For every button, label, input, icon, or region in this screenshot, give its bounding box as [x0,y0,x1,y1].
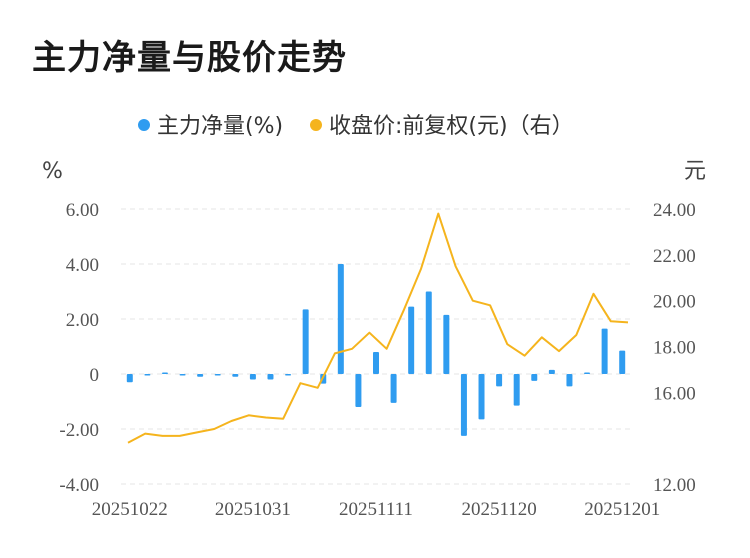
close-price-line [127,212,629,444]
x-axis-tick-label: 20251120 [461,499,536,520]
x-axis-tick-label: 20251111 [339,499,413,520]
net-flow-bar [197,374,204,377]
net-flow-bar [390,374,397,403]
x-axis-tick-label: 20251031 [215,499,291,520]
net-flow-bar [267,374,274,380]
net-flow-bar [144,374,151,376]
net-flow-bar [232,374,239,377]
x-axis-tick-label: 20251201 [584,499,660,520]
net-flow-bar [302,309,309,374]
legend-marker-net-flow [138,119,150,131]
left-axis-tick-label: -2.00 [59,420,99,441]
right-axis-tick-label: 22.00 [653,246,696,267]
left-axis-tick-label: 0 [90,365,100,386]
legend: 主力净量(%) 收盘价:前复权(元)（右） [138,114,574,139]
right-axis-unit: 元 [684,159,706,184]
x-axis-tick-label: 20251022 [92,499,168,520]
left-axis-tick-label: 2.00 [66,310,99,331]
left-axis-tick-label: 4.00 [66,255,99,276]
right-axis-tick-label: 20.00 [653,292,696,313]
net-flow-bar [249,374,256,380]
net-flow-bar [619,350,626,374]
legend-label-net-flow[interactable]: 主力净量(%) [157,114,283,139]
net-flow-bar [513,374,520,406]
right-axis-ticks: 24.00 22.00 20.00 18.00 16.00 12.00 [653,200,696,496]
x-axis-ticks: 20251022 20251031 20251111 20251120 20251201 [92,499,660,520]
net-flow-bar [548,369,555,374]
right-axis-tick-label: 18.00 [653,338,696,359]
net-flow-bar [531,374,538,381]
net-flow-bar [337,264,344,374]
legend-marker-close-price [310,119,322,131]
net-flow-bar [443,314,450,374]
legend-label-close-price[interactable]: 收盘价:前复权(元)（右） [329,114,574,139]
net-flow-bar [601,328,608,374]
net-flow-bar [179,374,186,376]
net-flow-bar [460,374,467,436]
chart-title: 主力净量与股价走势 [32,38,347,78]
net-flow-bar [478,374,485,420]
net-flow-bar [425,291,432,374]
net-flow-bar [161,372,168,374]
left-axis-tick-label: -4.00 [59,475,99,496]
net-flow-bar [584,372,591,374]
left-axis-ticks: 6.00 4.00 2.00 0 -2.00 -4.00 [59,200,99,496]
net-flow-bars [126,264,626,436]
net-flow-bar [373,352,379,374]
left-axis-tick-label: 6.00 [66,200,99,221]
net-flow-bar [214,374,221,376]
right-axis-tick-label: 24.00 [653,200,696,221]
net-flow-bar [496,374,503,387]
net-flow-bar [408,306,415,374]
left-axis-unit: % [42,159,63,184]
net-flow-bar [566,374,573,387]
close-price-line-group [127,212,629,444]
net-flow-bar [355,374,362,407]
right-axis-tick-label: 16.00 [653,383,696,404]
net-flow-bar [285,374,292,376]
net-flow-bar [126,374,133,383]
right-axis-tick-label: 12.00 [653,475,696,496]
